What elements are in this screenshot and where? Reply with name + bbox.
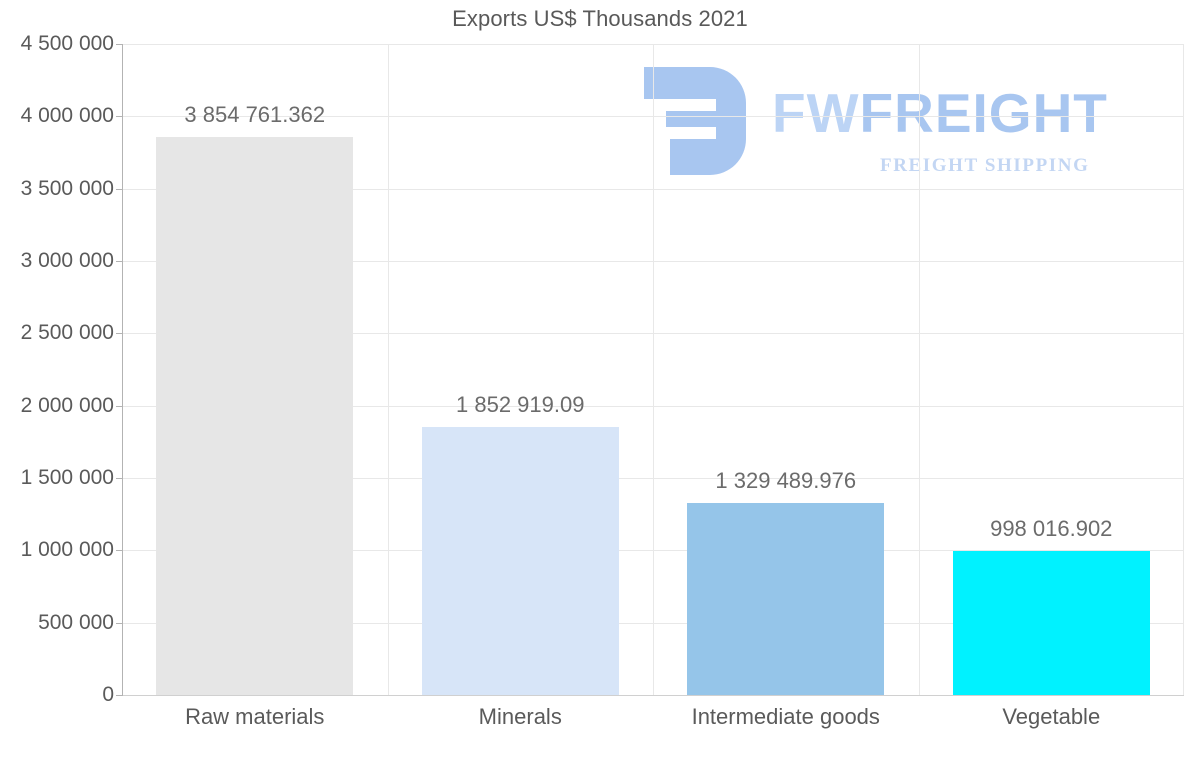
y-axis-tick-label: 500 000 — [38, 610, 114, 634]
y-axis-tick-label: 2 000 000 — [20, 393, 114, 417]
y-axis-tick-mark — [116, 695, 123, 696]
bar-minerals[interactable] — [421, 426, 619, 695]
bar-value-label: 1 329 489.976 — [715, 467, 857, 493]
chart-title: Exports US$ Thousands 2021 — [452, 6, 748, 31]
y-axis-line — [122, 44, 123, 695]
y-axis-tick-mark — [116, 550, 123, 552]
y-axis-tick-label: 0 — [102, 683, 114, 706]
bar-value-label: 3 854 761.362 — [184, 102, 326, 128]
bar-vegetable[interactable] — [952, 550, 1150, 695]
y-axis-tick-label: 1 500 000 — [20, 466, 114, 489]
gridline-vertical — [1183, 44, 1184, 695]
x-axis-category-label: Minerals — [478, 704, 562, 729]
y-axis-tick-mark — [116, 405, 123, 407]
x-axis-category-label: Raw materials — [185, 704, 325, 729]
y-axis-tick-label: 3 000 000 — [20, 249, 114, 272]
y-axis-tick-mark — [116, 44, 123, 45]
y-axis-tick-mark — [116, 622, 123, 624]
plot-area — [122, 44, 1184, 696]
y-axis-tick-label: 1 000 000 — [20, 538, 114, 562]
y-axis-tick-mark — [116, 116, 123, 118]
bar-intermediate-goods[interactable] — [687, 502, 885, 695]
x-axis-category-label: Intermediate goods — [691, 704, 880, 729]
bar-value-label: 998 016.902 — [990, 515, 1113, 541]
x-axis-category-label: Vegetable — [1002, 704, 1101, 729]
gridline-vertical — [918, 44, 920, 695]
y-axis-tick-mark — [116, 261, 123, 262]
gridline-vertical — [653, 44, 654, 695]
y-axis-tick-mark — [116, 333, 123, 335]
y-axis-tick-mark — [116, 188, 123, 190]
bar-raw-materials[interactable] — [156, 137, 354, 695]
y-axis-tick-label: 4 000 000 — [20, 104, 114, 128]
y-axis-tick-label: 2 500 000 — [20, 321, 114, 345]
y-axis-tick-label: 4 500 000 — [20, 32, 114, 55]
gridline-horizontal — [122, 695, 1184, 696]
y-axis-tick-mark — [116, 478, 123, 479]
bar-value-label: 1 852 919.09 — [456, 391, 585, 417]
y-axis-tick-label: 3 500 000 — [20, 176, 114, 200]
gridline-vertical — [387, 44, 389, 695]
